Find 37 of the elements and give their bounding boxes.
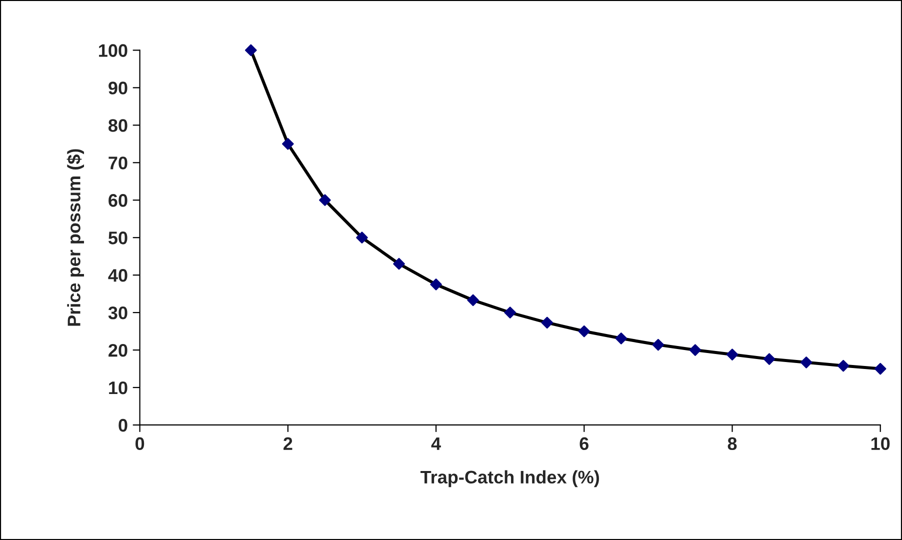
point [393,258,405,270]
y-tick-label: 40 [108,269,128,282]
point [837,360,850,372]
y-tick-label: 50 [108,232,128,244]
point [652,338,664,351]
point [504,306,516,318]
y-axis-title: Price per possum ($) [66,149,84,326]
x-tick-label: 0 [136,437,144,450]
x-axis-title: Trap-Catch Index (%) [420,470,599,488]
y-tick-label: 60 [108,194,128,207]
y-tick-label: 20 [108,344,128,357]
x-tick-label: 4 [431,437,441,450]
x-tick-label: 6 [580,437,589,450]
x-tick-label: 10 [871,437,890,450]
point [319,194,331,206]
point [800,356,812,368]
point [726,348,738,360]
point [615,332,628,344]
y-tick-label: 90 [108,82,128,94]
y-tick-label: 0 [118,418,128,432]
point [763,353,776,365]
y-tick-label: 30 [108,306,128,320]
y-tick-label: 70 [108,156,128,170]
y-tick-label: 10 [109,381,128,394]
x-tick-label: 2 [284,437,292,450]
point [467,294,479,306]
point [356,232,368,244]
point [430,278,442,290]
point [689,344,702,356]
y-tick-label: 100 [99,44,128,57]
point [541,316,553,329]
x-tick-label: 8 [728,437,737,450]
point [874,362,886,375]
point [282,138,294,150]
point [578,325,590,338]
point [245,44,257,56]
y-tick-label: 80 [108,119,128,132]
